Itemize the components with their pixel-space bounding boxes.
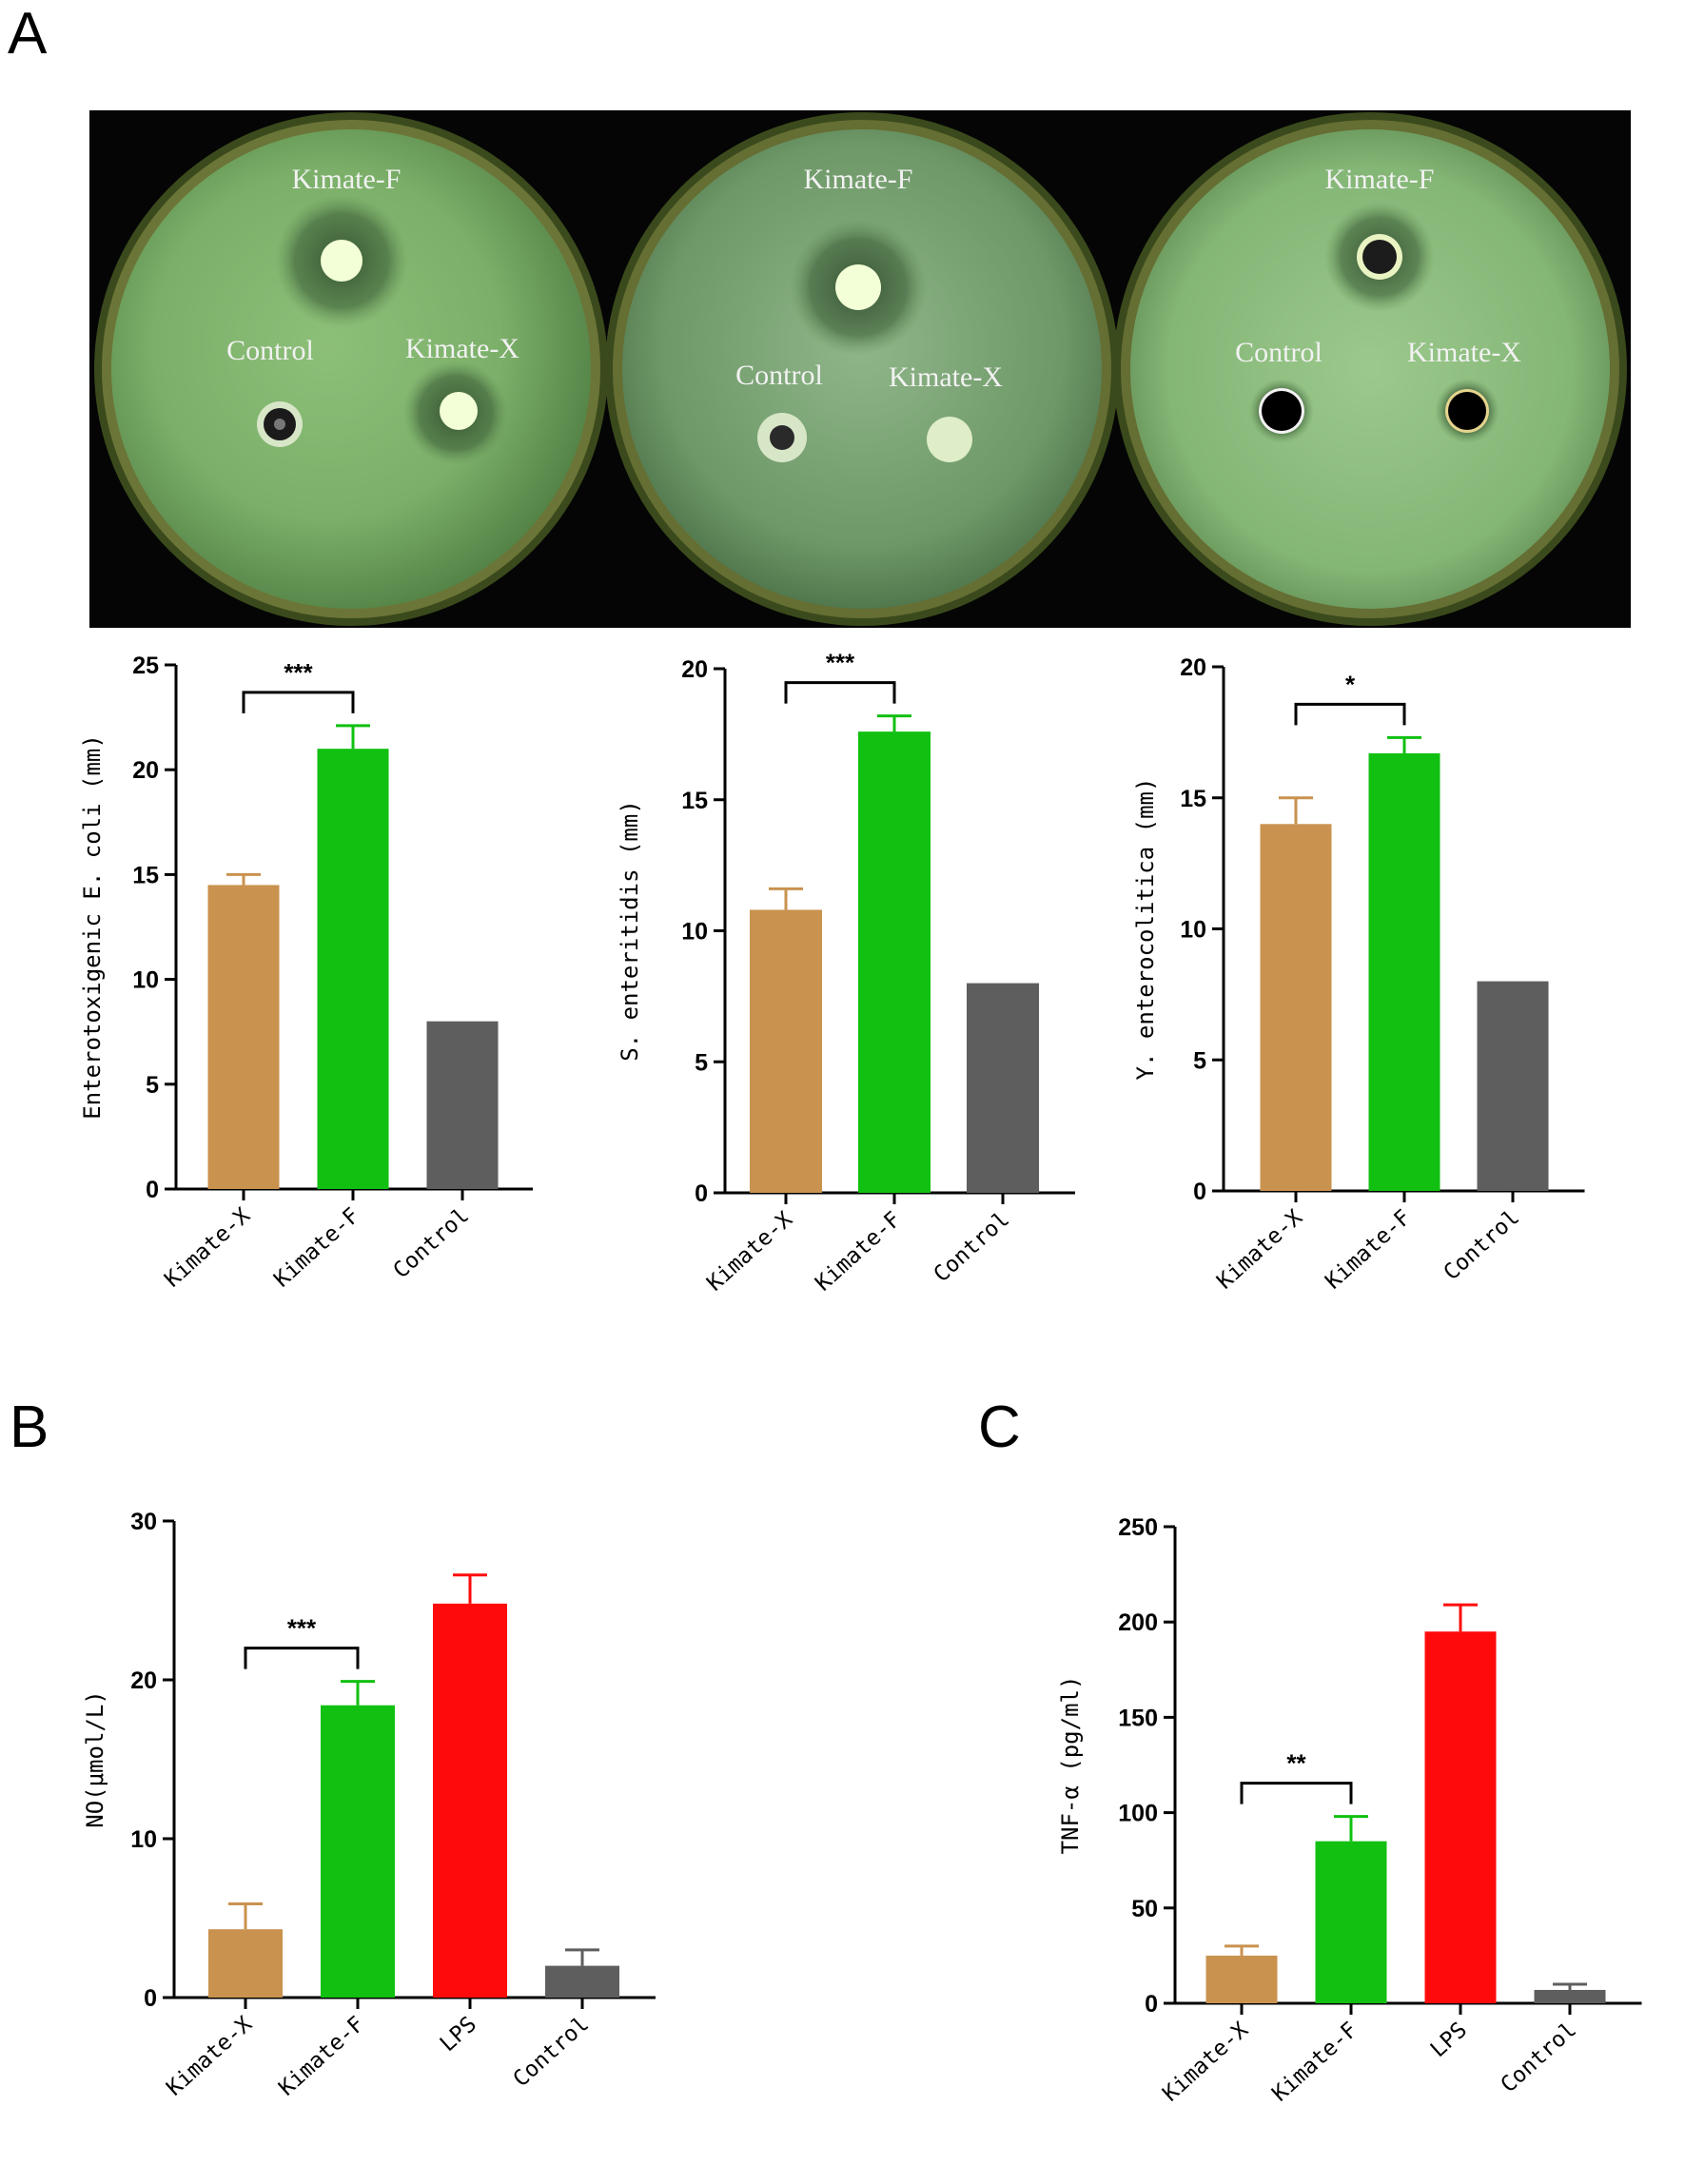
bar-control [426, 1021, 499, 1189]
x-tick-label-lps: LPS [1426, 2018, 1472, 2062]
y-tick-label: 5 [695, 1049, 708, 1076]
panel-label-b: B [10, 1394, 49, 1460]
significance-label: *** [284, 658, 313, 687]
y-tick-label: 10 [132, 967, 159, 994]
y-tick-label: 15 [132, 862, 159, 888]
y-tick-label: 150 [1118, 1705, 1158, 1731]
bar-kimate-x [207, 885, 280, 1189]
plate-3-label-kimate-f: Kimate-F [1325, 164, 1435, 195]
y-tick-label: 0 [144, 1985, 157, 2012]
y-axis-title: TNF-α (pg/ml) [1057, 1676, 1084, 1855]
significance-bracket [244, 1647, 360, 1669]
bar-chart-no: 0 10 20 30 NO(μmol/L) Kimate-X Kimate-F LPS Cont… [82, 1509, 656, 2101]
y-tick-label: 0 [146, 1177, 159, 1203]
y-tick-label: 30 [130, 1509, 157, 1535]
plate-3-label-control: Control [1235, 337, 1323, 368]
y-tick-label: 10 [681, 919, 708, 946]
plate-1-label-control: Control [226, 335, 314, 366]
y-tick-label: 100 [1118, 1801, 1158, 1827]
plate-2-label-kimate-f: Kimate-F [804, 164, 913, 195]
significance-bracket [1240, 1782, 1353, 1804]
x-tick-label-control: Control [930, 1207, 1014, 1287]
x-tick-label-kimate-f: Kimate-F [269, 1203, 364, 1292]
y-tick-label: 0 [1193, 1179, 1206, 1205]
significance-label: *** [826, 649, 855, 677]
x-tick-label-lps: LPS [436, 2012, 481, 2057]
bar-chart-s-enteritidis: 0 5 10 15 20 S. enteritidis (mm) Kimate-X Kimat… [617, 649, 1075, 1297]
y-tick-label: 20 [132, 757, 159, 784]
x-tick-label-kimate-f: Kimate-F [811, 1207, 906, 1296]
y-tick-label: 20 [130, 1667, 157, 1694]
x-tick-label-kimate-f: Kimate-F [274, 2012, 369, 2100]
panel-label-a: A [8, 1, 48, 67]
bar-chart-y-enterocolitica: 0 5 10 15 20 Y. enterocolitica (mm) Kimate-X Ki… [1132, 654, 1585, 1295]
bar-kimate-f [1368, 752, 1440, 1191]
x-tick-label-kimate-x: Kimate-X [1212, 1205, 1307, 1295]
y-axis-title: NO(μmol/L) [82, 1690, 108, 1828]
bar-kimate-f [321, 1705, 395, 1998]
y-tick-label: 0 [695, 1180, 708, 1207]
y-tick-label: 15 [1180, 786, 1206, 812]
y-tick-label: 10 [1180, 917, 1206, 944]
significance-bracket [1294, 702, 1406, 726]
y-tick-label: 25 [132, 653, 159, 679]
bar-chart-tnf-alpha: 0 50 100 150 200 250 TNF-α (pg/ml) Kimate-X Kima… [1057, 1514, 1642, 2107]
bar-kimate-x [1205, 1955, 1278, 2003]
bar-kimate-x [1260, 824, 1332, 1191]
significance-label: ** [1286, 1749, 1306, 1778]
x-tick-label-kimate-x: Kimate-X [1158, 2018, 1253, 2107]
y-tick-label: 20 [681, 656, 708, 683]
x-tick-label-control: Control [509, 2012, 594, 2092]
y-tick-label: 0 [1145, 1991, 1158, 2018]
bar-lps [1424, 1631, 1497, 2003]
bar-control [545, 1965, 619, 1998]
plate-1-label-kimate-x: Kimate-X [405, 333, 519, 364]
bar-lps [433, 1603, 507, 1998]
y-tick-label: 10 [130, 1826, 157, 1853]
y-axis-title: S. enteritidis (mm) [617, 800, 643, 1062]
y-tick-label: 5 [146, 1072, 159, 1099]
bar-kimate-f [317, 749, 389, 1189]
bar-control [1477, 981, 1549, 1191]
significance-label: * [1345, 670, 1356, 698]
bar-kimate-x [750, 909, 822, 1193]
y-tick-label: 20 [1180, 654, 1206, 681]
x-tick-label-kimate-x: Kimate-X [162, 2012, 257, 2101]
plate-2-label-kimate-x: Kimate-X [889, 361, 1003, 393]
bar-control [1534, 1989, 1606, 2003]
plate-3-label-kimate-x: Kimate-X [1407, 337, 1521, 368]
y-axis-title: Enterotoxigenic E. coli (mm) [79, 734, 106, 1120]
y-axis-title: Y. enterocolitica (mm) [1132, 778, 1159, 1081]
significance-bracket [784, 681, 896, 704]
x-tick-label-kimate-f: Kimate-F [1321, 1205, 1416, 1294]
bar-kimate-x [208, 1929, 283, 1998]
y-tick-label: 200 [1118, 1609, 1158, 1636]
significance-label: *** [287, 1614, 317, 1643]
bar-kimate-f [1315, 1841, 1387, 2003]
plate-3: Kimate-F Control Kimate-X [1113, 112, 1627, 626]
y-tick-label: 5 [1193, 1047, 1206, 1074]
bar-kimate-f [858, 731, 931, 1193]
bar-chart-etec: 0 5 10 15 20 25 Enterotoxigenic E. coli (mm) Ki… [79, 653, 533, 1293]
bar-control [967, 983, 1039, 1193]
plate-1-label-kimate-f: Kimate-F [292, 164, 402, 195]
y-tick-label: 15 [681, 788, 708, 814]
plate-2-label-control: Control [735, 360, 823, 391]
significance-bracket [242, 691, 355, 713]
x-tick-label-control: Control [1440, 1205, 1524, 1285]
agar-plates-photo: Kimate-F Control Kimate-X Kimate-F Contr… [89, 110, 1631, 628]
plate-2: Kimate-F Control Kimate-X [605, 112, 1119, 626]
x-tick-label-control: Control [389, 1203, 474, 1283]
y-tick-label: 50 [1131, 1896, 1158, 1922]
x-tick-label-kimate-f: Kimate-F [1267, 2018, 1362, 2106]
panel-label-c: C [978, 1394, 1021, 1460]
plate-1: Kimate-F Control Kimate-X [94, 112, 608, 626]
x-tick-label-kimate-x: Kimate-X [702, 1207, 797, 1297]
x-tick-label-kimate-x: Kimate-X [160, 1203, 255, 1293]
x-tick-label-control: Control [1497, 2018, 1581, 2097]
y-tick-label: 250 [1118, 1514, 1158, 1541]
